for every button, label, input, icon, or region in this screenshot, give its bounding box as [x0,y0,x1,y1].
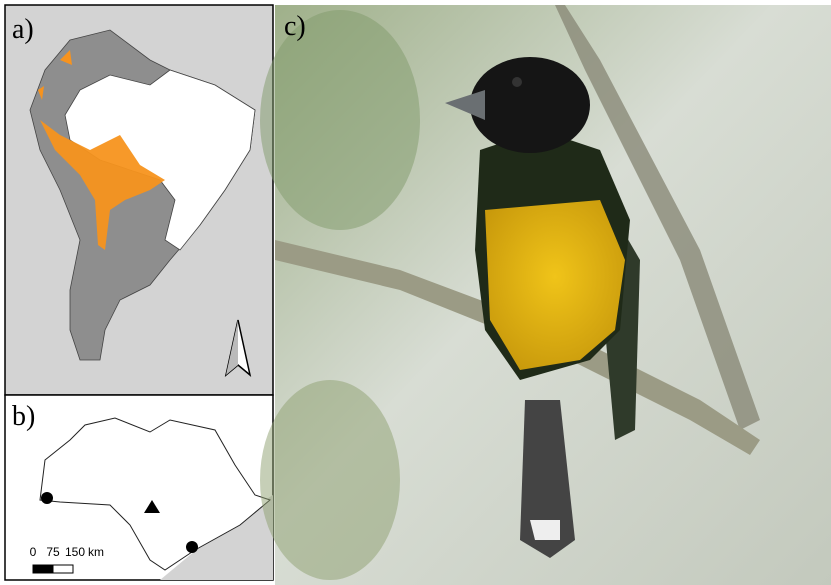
site-point [41,492,53,504]
panel-label: c) [284,11,306,42]
scale-bar-black [33,565,53,573]
scale-tick: 75 [46,545,60,559]
scale-unit: km [88,545,104,559]
scale-bar-white [53,565,73,573]
tail-tip [530,520,560,540]
foliage [260,380,400,580]
scale-tick: 150 [65,545,85,559]
panel-c: c) [260,5,831,585]
panel-a: a) [5,5,273,395]
panel-b: 0 75 150 km b) [5,395,273,580]
panel-label: b) [12,401,35,432]
bird-eye [512,77,522,87]
figure: a) 0 75 150 km b) c) [0,0,831,585]
foliage [260,10,420,230]
bird-head [470,57,590,153]
site-point [186,541,198,553]
panel-label: a) [12,14,34,45]
scale-tick: 0 [30,545,37,559]
page: {"panels": [ {"label": "a)"}, {"label": … [0,0,831,585]
